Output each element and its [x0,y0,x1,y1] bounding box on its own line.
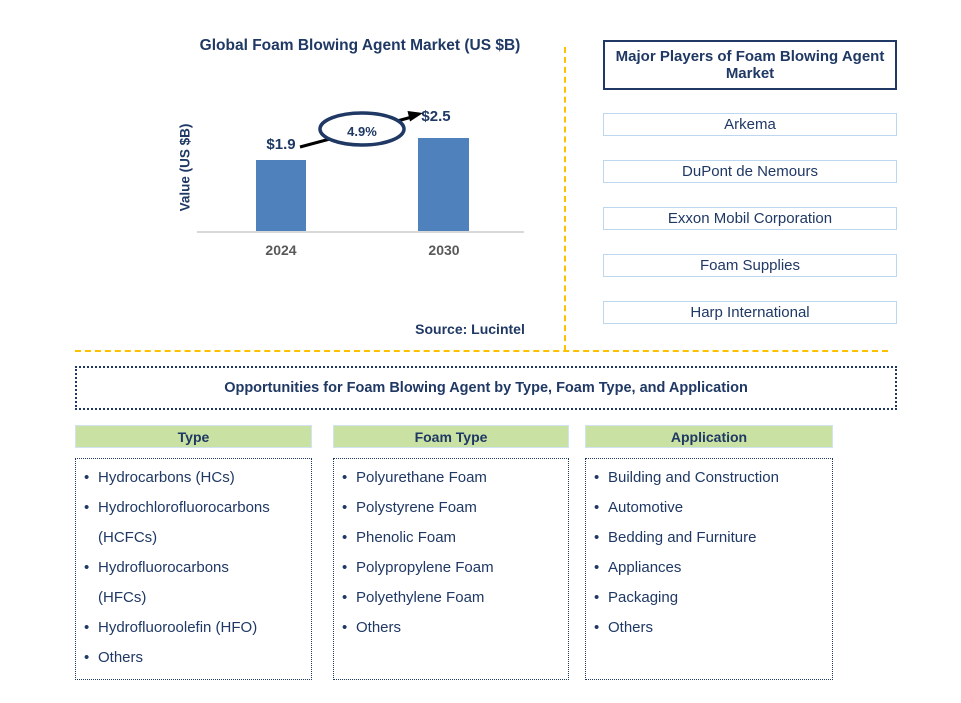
bullet-icon: • [84,499,90,516]
bullet-icon: • [342,559,348,576]
segment-list-item: • Bedding and Furniture [594,523,826,553]
x-axis-baseline [197,231,524,233]
segment-list-item: • Polyurethane Foam [342,463,562,493]
bullet-icon: • [594,499,600,516]
horizontal-divider [75,350,888,352]
segment-list-item: • Packaging [594,583,826,613]
segment-list-type: • Hydrocarbons (HCs) • Hydrochlorofluorocar… [75,458,312,680]
list-item-text: Polystyrene Foam [356,499,477,516]
bar-value-label-2030: $2.5 [421,108,451,125]
bullet-icon: • [342,469,348,486]
bullet-icon: • [84,619,90,636]
x-tick-2024: 2024 [265,242,297,258]
bar-value-label-2024: $1.9 [266,136,296,153]
list-item-text: Polypropylene Foam [356,559,494,576]
segment-list-item: • Automotive [594,493,826,523]
list-item-text: Hydrocarbons (HCs) [98,469,235,486]
player-box: DuPont de Nemours [603,160,897,183]
list-item-text: Appliances [608,559,682,576]
list-item-text: Hydrofluorocarbons (HFCs) [98,559,229,606]
segment-list-foam-type: • Polyurethane Foam • Polystyrene Foam • Phen… [333,458,569,680]
segment-list-item: • Hydrofluoroolefin (HFO) [84,613,305,643]
bullet-icon: • [342,589,348,606]
list-item-text: Others [608,619,654,636]
segment-list-item: • Others [342,613,562,643]
major-players-title: Major Players of Foam Blowing Agent Mark… [603,40,897,90]
segment-list-item: • Others [594,613,826,643]
player-box: Harp International [603,301,897,324]
segment-list-item: • Hydrofluorocarbons (HFCs) [84,553,305,613]
chart-title: Global Foam Blowing Agent Market (US $B) [199,37,521,54]
player-box: Foam Supplies [603,254,897,277]
list-item-text: Hydrochlorofluorocarbons (HCFCs) [98,499,270,546]
major-players-list: Arkema DuPont de Nemours Exxon Mobil Corpo… [603,113,897,324]
list-item-text: Polyethylene Foam [356,589,485,606]
y-axis-label: Value (US $B) [177,123,193,212]
x-tick-2030: 2030 [428,242,460,258]
bullet-icon: • [594,559,600,576]
segment-list-application: • Building and Construction • Automotive • Be… [585,458,833,680]
list-item-text: Others [98,649,144,666]
bullet-icon: • [594,589,600,606]
growth-arrow-ellipse-graphic [299,111,423,149]
bullet-icon: • [594,619,600,636]
vertical-divider [564,47,566,351]
segment-list-item: • Building and Construction [594,463,826,493]
segment-header-foam-type: Foam Type [333,425,569,448]
segment-list-item: • Polypropylene Foam [342,553,562,583]
bullet-icon: • [84,559,90,576]
segment-list-item: • Polystyrene Foam [342,493,562,523]
segment-list-item: • Others [84,643,305,673]
opportunities-banner: Opportunities for Foam Blowing Agent by … [75,366,897,410]
bullet-icon: • [342,619,348,636]
segment-header-type: Type [75,425,312,448]
list-item-text: Hydrofluoroolefin (HFO) [98,619,258,636]
list-item-text: Packaging [608,589,679,606]
list-item-text: Automotive [608,499,684,516]
growth-rate-label: 4.9% [347,124,377,139]
list-item-text: Polyurethane Foam [356,469,487,486]
bullet-icon: • [84,649,90,666]
segment-header-application: Application [585,425,833,448]
source-note: Source: Lucintel [415,321,525,337]
bullet-icon: • [84,469,90,486]
bullet-icon: • [342,529,348,546]
segment-list-item: • Polyethylene Foam [342,583,562,613]
segment-list-item: • Phenolic Foam [342,523,562,553]
list-item-text: Phenolic Foam [356,529,457,546]
bar-2024 [256,160,306,231]
segment-list-item: • Hydrocarbons (HCs) [84,463,305,493]
bar-2030 [418,138,469,231]
list-item-text: Others [356,619,402,636]
segment-list-item: • Appliances [594,553,826,583]
player-box: Arkema [603,113,897,136]
player-box: Exxon Mobil Corporation [603,207,897,230]
list-item-text: Bedding and Furniture [608,529,757,546]
segment-list-item: • Hydrochlorofluorocarbons (HCFCs) [84,493,305,553]
bullet-icon: • [594,529,600,546]
bullet-icon: • [342,499,348,516]
bullet-icon: • [594,469,600,486]
list-item-text: Building and Construction [608,469,779,486]
